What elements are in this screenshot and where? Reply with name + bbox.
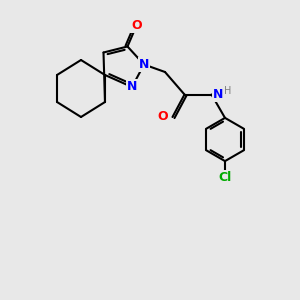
Text: H: H (224, 86, 232, 96)
Text: O: O (131, 19, 142, 32)
Text: N: N (127, 80, 137, 94)
Text: N: N (213, 88, 224, 101)
Text: N: N (139, 58, 149, 71)
Text: Cl: Cl (218, 171, 232, 184)
Text: O: O (158, 110, 168, 124)
